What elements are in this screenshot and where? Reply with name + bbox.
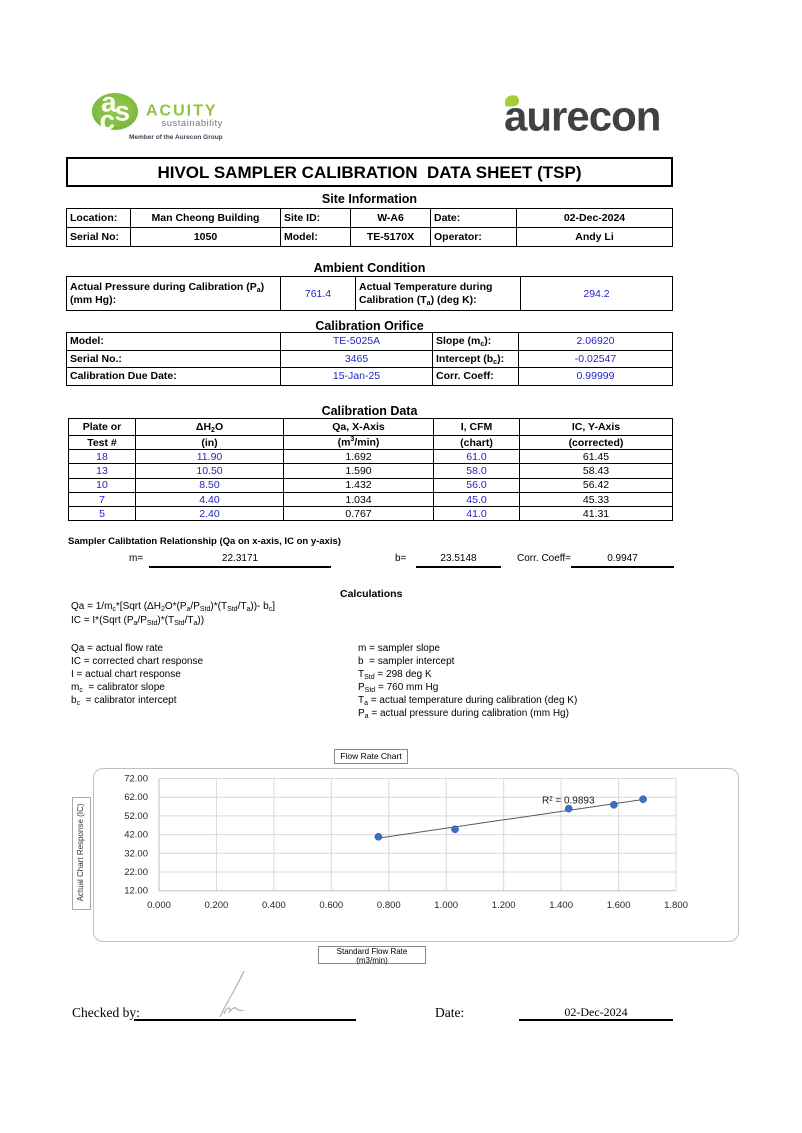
svg-text:aurecon: aurecon <box>504 93 660 140</box>
svg-text:1.800: 1.800 <box>664 900 688 911</box>
svg-text:c: c <box>100 105 116 136</box>
svg-text:1.400: 1.400 <box>549 900 573 911</box>
svg-text:sustainability: sustainability <box>162 118 223 129</box>
svg-text:0.800: 0.800 <box>377 900 401 911</box>
svg-text:1.200: 1.200 <box>492 900 516 911</box>
svg-text:12.00: 12.00 <box>124 886 148 897</box>
svg-text:a: a <box>101 87 117 118</box>
svg-text:1.000: 1.000 <box>434 900 458 911</box>
svg-text:0.200: 0.200 <box>205 900 229 911</box>
svg-text:32.00: 32.00 <box>124 848 148 859</box>
svg-text:22.00: 22.00 <box>124 867 148 878</box>
svg-text:Member of the Aurecon Group: Member of the Aurecon Group <box>129 134 223 141</box>
svg-text:s: s <box>115 96 131 127</box>
svg-text:0.600: 0.600 <box>319 900 343 911</box>
svg-text:R² = 0.9893: R² = 0.9893 <box>542 796 595 807</box>
svg-text:42.00: 42.00 <box>124 830 148 841</box>
svg-text:52.00: 52.00 <box>124 811 148 822</box>
svg-text:0.000: 0.000 <box>147 900 171 911</box>
svg-text:ACUITY: ACUITY <box>146 103 218 120</box>
svg-text:0.400: 0.400 <box>262 900 286 911</box>
svg-text:72.00: 72.00 <box>124 774 148 785</box>
svg-text:1.600: 1.600 <box>607 900 631 911</box>
svg-text:62.00: 62.00 <box>124 792 148 803</box>
